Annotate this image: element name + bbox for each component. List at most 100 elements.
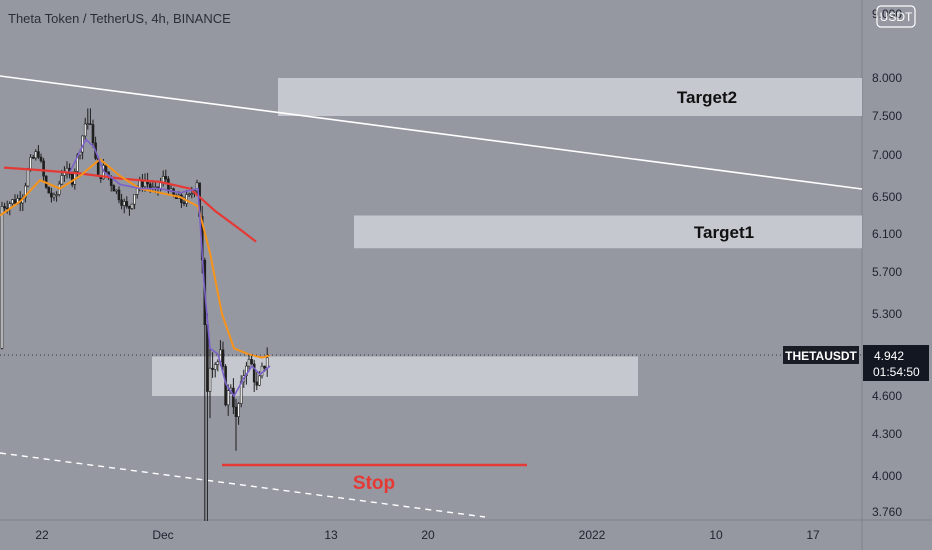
y-tick-label: 8.000 bbox=[872, 71, 902, 85]
candle-body bbox=[250, 359, 253, 365]
price-tag bbox=[863, 345, 929, 381]
currency-badge[interactable] bbox=[876, 5, 916, 28]
candle-body bbox=[128, 205, 131, 209]
candle-body bbox=[226, 390, 230, 406]
candle-body bbox=[221, 349, 225, 367]
candle-body bbox=[60, 175, 64, 185]
y-tick-label: 4.300 bbox=[872, 427, 902, 441]
currency-badge-label: USDT bbox=[880, 10, 913, 24]
candle-body bbox=[154, 186, 157, 189]
candle-body bbox=[260, 365, 264, 377]
candle-body bbox=[83, 123, 87, 137]
candle-body bbox=[31, 157, 35, 159]
y-tick-label: 7.000 bbox=[872, 148, 902, 162]
ema-orange-line bbox=[0, 157, 271, 359]
zone-target1[interactable] bbox=[354, 215, 862, 249]
x-tick-label: 13 bbox=[324, 528, 338, 542]
candle-body bbox=[11, 199, 14, 204]
candle-body bbox=[255, 381, 259, 386]
ticker-countdown: 01:54:50 bbox=[873, 365, 920, 379]
candle-body bbox=[252, 363, 256, 383]
candle-body bbox=[216, 361, 220, 365]
candle-body bbox=[104, 165, 108, 173]
candle-body bbox=[234, 406, 238, 418]
candle-body bbox=[258, 375, 261, 386]
candle-body bbox=[37, 151, 40, 158]
x-tick-label: Dec bbox=[152, 528, 173, 542]
zone-label: Target1 bbox=[694, 223, 754, 242]
x-tick-label: 10 bbox=[709, 528, 723, 542]
chart-title: Theta Token / TetherUS, 4h, BINANCE bbox=[8, 11, 231, 26]
ticker-symbol: THETAUSDT bbox=[785, 349, 857, 363]
candle-body bbox=[211, 367, 214, 370]
zone-label: Target2 bbox=[677, 88, 737, 107]
candle-body bbox=[263, 365, 266, 369]
ema-red-line bbox=[3, 166, 257, 243]
y-tick-label: 3.760 bbox=[872, 505, 902, 519]
candle-body bbox=[247, 359, 251, 367]
candle-body bbox=[3, 206, 6, 209]
candle-body bbox=[34, 151, 38, 159]
y-tick-label: 6.500 bbox=[872, 190, 902, 204]
candle-body bbox=[89, 123, 92, 126]
x-tick-label: 22 bbox=[35, 528, 49, 542]
y-tick-label: 6.100 bbox=[872, 227, 902, 241]
candle-body bbox=[52, 194, 56, 198]
candle-body bbox=[122, 201, 126, 206]
candle-body bbox=[86, 123, 90, 126]
candle-body bbox=[135, 187, 139, 195]
candle-body bbox=[195, 182, 199, 192]
candles bbox=[0, 108, 269, 521]
y-tick-label: 4.600 bbox=[872, 389, 902, 403]
support-trendline-dashed[interactable] bbox=[0, 452, 486, 518]
time-axis[interactable]: 22 Dec 13 20 2022 10 17 bbox=[35, 528, 820, 542]
candle-body bbox=[213, 364, 217, 370]
candle-body bbox=[91, 124, 95, 144]
candle-body bbox=[182, 202, 186, 204]
candle-body bbox=[47, 186, 51, 194]
candle-body bbox=[187, 193, 191, 196]
candle-body bbox=[164, 176, 168, 180]
candle-body bbox=[208, 367, 212, 392]
y-tick-label: 5.700 bbox=[872, 265, 902, 279]
candle-body bbox=[159, 182, 162, 189]
ma-purple-line bbox=[69, 138, 271, 398]
candle-body bbox=[141, 180, 144, 187]
candle-body bbox=[50, 192, 53, 198]
price-axis[interactable]: 3.760 4.000 4.300 4.600 5.300 5.700 6.100 6.500… bbox=[872, 7, 902, 519]
candle-body bbox=[237, 403, 240, 418]
ticker-tag bbox=[783, 346, 859, 364]
candle-body bbox=[29, 157, 32, 171]
resistance-trendline[interactable] bbox=[0, 75, 863, 190]
candle-body bbox=[55, 194, 58, 196]
candle-body bbox=[24, 185, 27, 199]
y-tick-label: 9.000 bbox=[872, 7, 902, 21]
candle-body bbox=[115, 189, 118, 192]
candle-body bbox=[125, 201, 129, 207]
candle-body bbox=[232, 387, 235, 408]
candle-body bbox=[133, 194, 136, 205]
x-tick-label: 20 bbox=[421, 528, 435, 542]
x-tick-label: 2022 bbox=[579, 528, 606, 542]
candle-body bbox=[0, 206, 4, 349]
x-tick-label: 17 bbox=[806, 528, 820, 542]
candle-body bbox=[130, 203, 134, 209]
candle-body bbox=[265, 357, 269, 369]
zone-target2[interactable] bbox=[278, 78, 862, 116]
y-tick-label: 5.300 bbox=[872, 307, 902, 321]
candle-body bbox=[148, 183, 152, 188]
candle-body bbox=[39, 156, 43, 162]
candle-body bbox=[112, 185, 116, 192]
stop-label: Stop bbox=[353, 473, 395, 494]
candle-body bbox=[13, 199, 17, 204]
candle-body bbox=[5, 207, 9, 210]
y-tick-label: 7.500 bbox=[872, 109, 902, 123]
candle-body bbox=[117, 189, 121, 201]
zones: Target2 Target1 bbox=[152, 78, 862, 396]
candle-body bbox=[42, 160, 45, 177]
y-tick-label: 4.000 bbox=[872, 469, 902, 483]
candle-body bbox=[120, 199, 123, 206]
ticker-price: 4.942 bbox=[874, 349, 904, 363]
